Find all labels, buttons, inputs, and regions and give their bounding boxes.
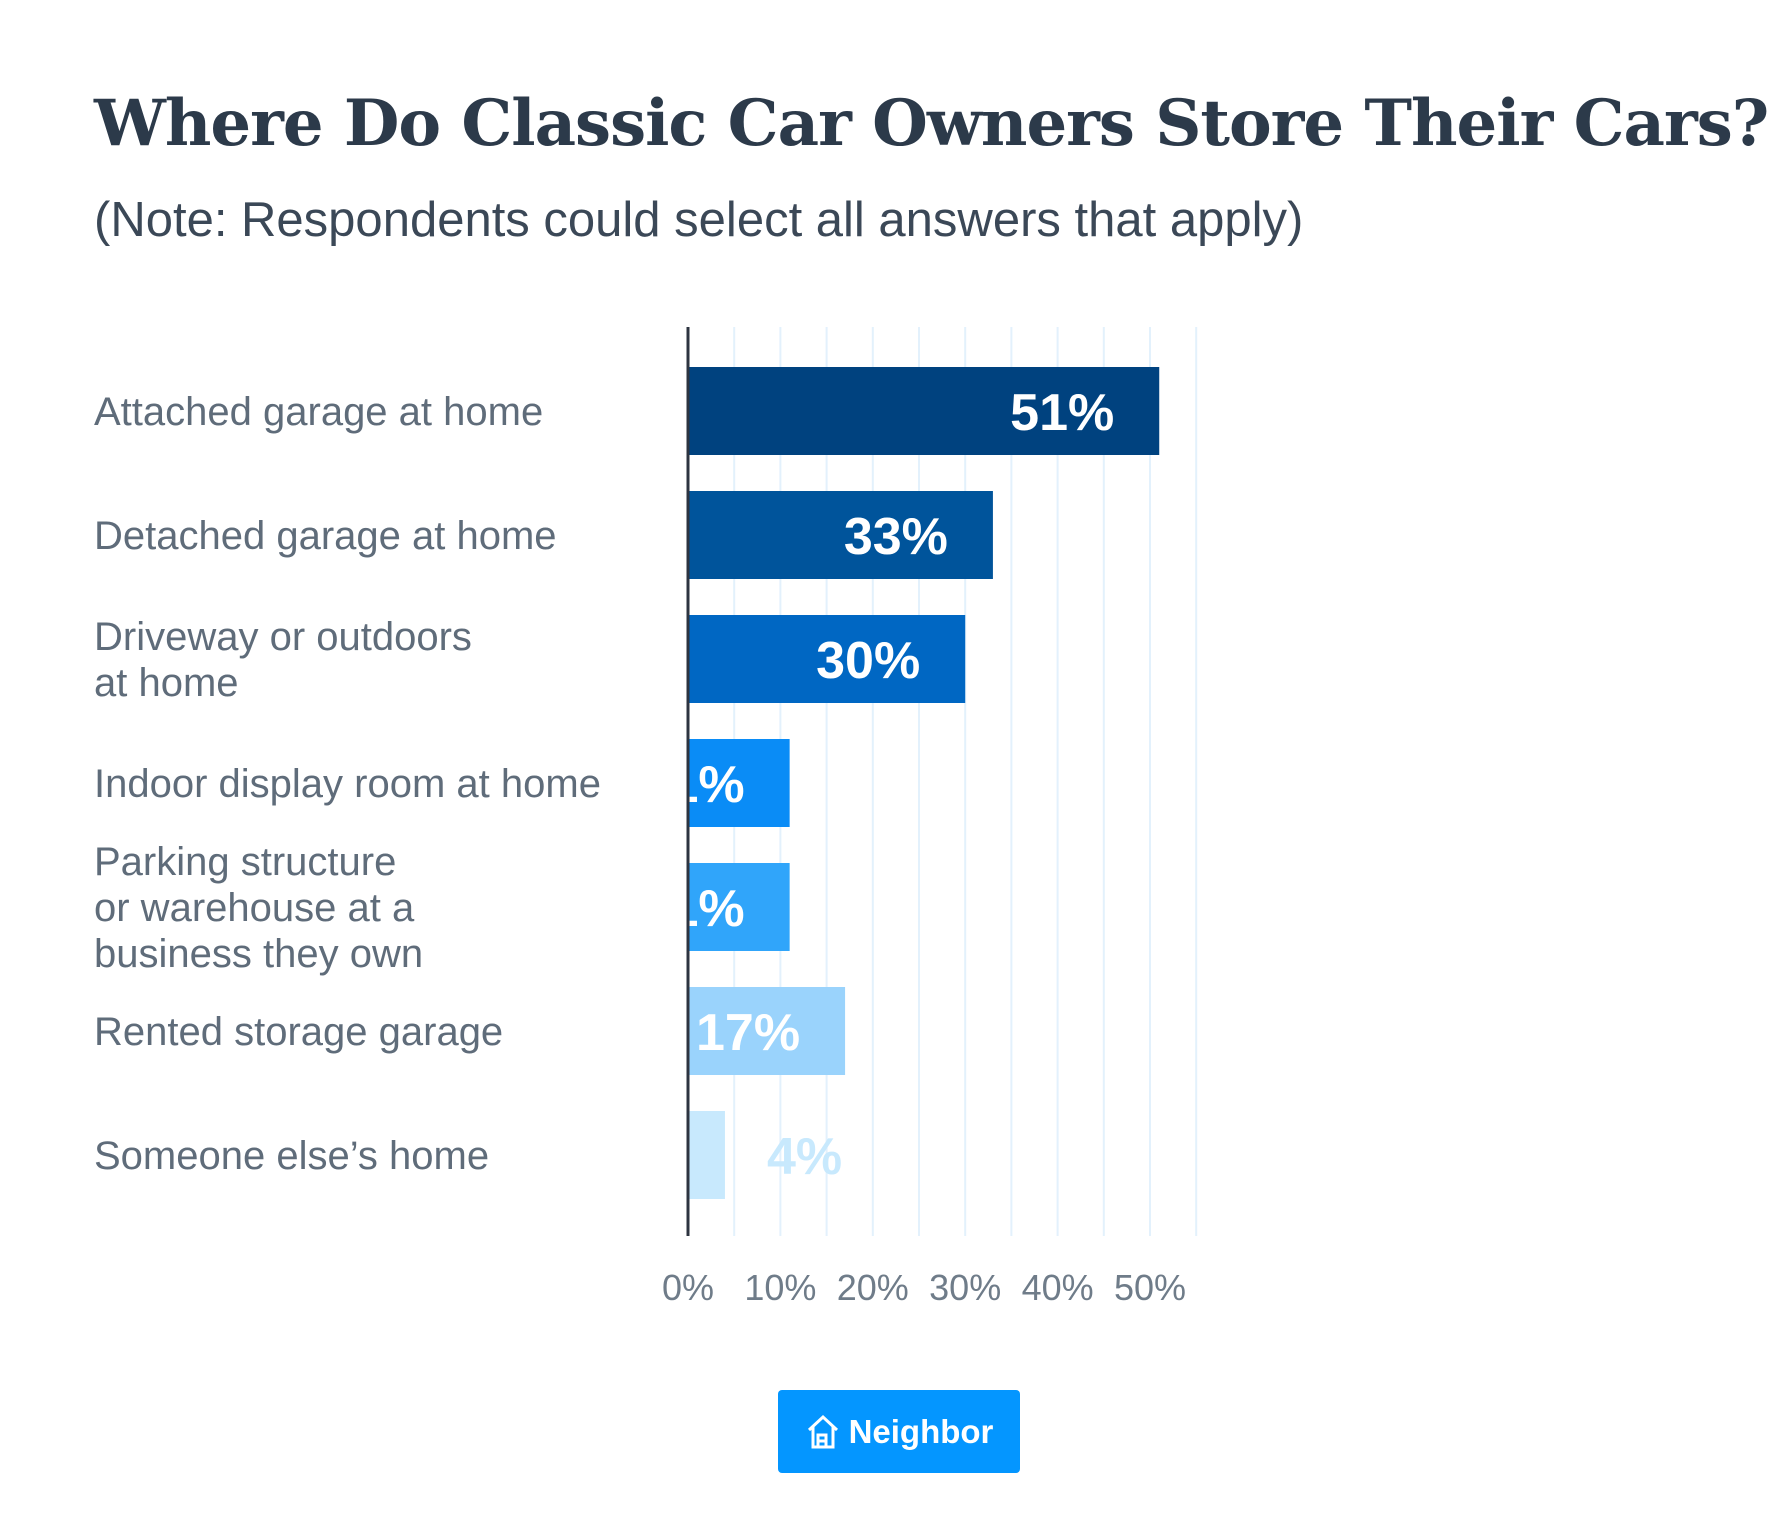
x-tick-label: 10% <box>744 1267 816 1308</box>
bar <box>688 615 966 703</box>
x-tick-label: 50% <box>1114 1267 1186 1308</box>
category-label: business they own <box>94 932 423 976</box>
bar-value-label: 51% <box>1010 384 1114 442</box>
category-label: Someone else’s home <box>94 1134 489 1178</box>
bar-value-label: 11% <box>643 756 744 814</box>
bar <box>688 739 790 827</box>
x-tick-label: 40% <box>1022 1267 1094 1308</box>
category-label: Rented storage garage <box>94 1010 503 1054</box>
house-icon <box>807 1414 838 1448</box>
bar <box>688 863 790 951</box>
category-label: Attached garage at home <box>94 390 543 434</box>
bar <box>688 491 993 579</box>
bar-value-label: 4% <box>767 1128 842 1186</box>
bar-value-label: 33% <box>844 508 948 566</box>
neighbor-logo: Neighbor <box>778 1390 1020 1473</box>
x-tick-label: 30% <box>929 1267 1001 1308</box>
x-tick-label: 0% <box>662 1267 714 1308</box>
category-label: at home <box>94 661 239 705</box>
category-label: Parking structure <box>94 840 396 884</box>
chart-title: Where Do Classic Car Owners Store Their … <box>94 86 1769 161</box>
category-label: Detached garage at home <box>94 514 557 558</box>
bar-value-label: 30% <box>816 632 920 690</box>
bar <box>688 1111 725 1199</box>
bar-value-label: 17% <box>696 1004 800 1062</box>
x-tick-label: 20% <box>837 1267 909 1308</box>
chart-subtitle: (Note: Respondents could select all answ… <box>94 193 1304 247</box>
category-label: Driveway or outdoors <box>94 615 472 659</box>
bar <box>688 367 1160 455</box>
bar-value-label: 11% <box>643 880 744 938</box>
bar <box>688 987 846 1075</box>
logo-text: Neighbor <box>848 1412 994 1450</box>
category-label: or warehouse at a <box>94 886 415 930</box>
category-label: Indoor display room at home <box>94 762 601 806</box>
